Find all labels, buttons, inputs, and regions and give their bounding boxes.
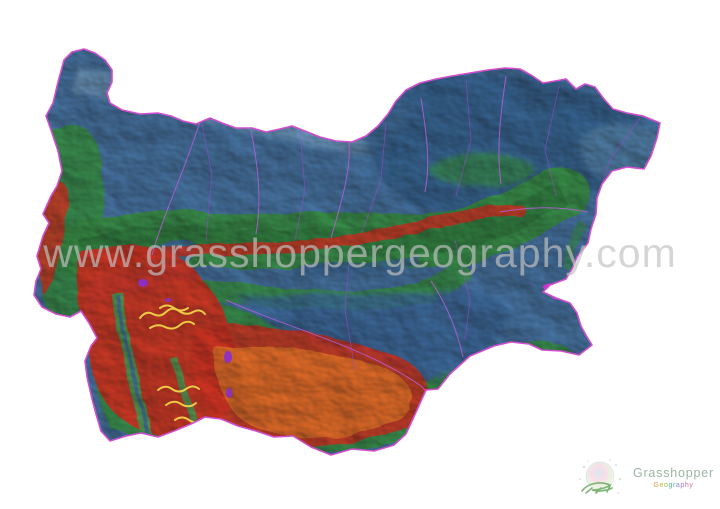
- region-coast-hills: [564, 222, 589, 271]
- region-balkan-crest: [102, 205, 526, 268]
- region-northeast-coast: [580, 122, 660, 182]
- province-boundary-lines: [200, 79, 641, 371]
- rila-peaks-yellow: [139, 304, 206, 330]
- peak-violet-patches: [138, 279, 232, 398]
- logo-subtitle: Geography: [653, 481, 694, 489]
- paint-splatter-dots: [579, 459, 621, 494]
- region-struma-river-blue: [115, 293, 151, 439]
- grasshopper-icon: [579, 459, 621, 494]
- region-ludogorie-hills: [430, 153, 534, 187]
- logo-brand-name: Grasshopper: [632, 466, 714, 481]
- grasshopper-body: [581, 482, 613, 494]
- region-kazanlak-valley: [291, 256, 421, 277]
- grasshopper-logo: Grasshopper Geography: [574, 455, 714, 501]
- terrain-layers: [34, 49, 660, 455]
- region-rhodope-plateau: [213, 344, 413, 439]
- region-thracian-plain: [238, 289, 512, 382]
